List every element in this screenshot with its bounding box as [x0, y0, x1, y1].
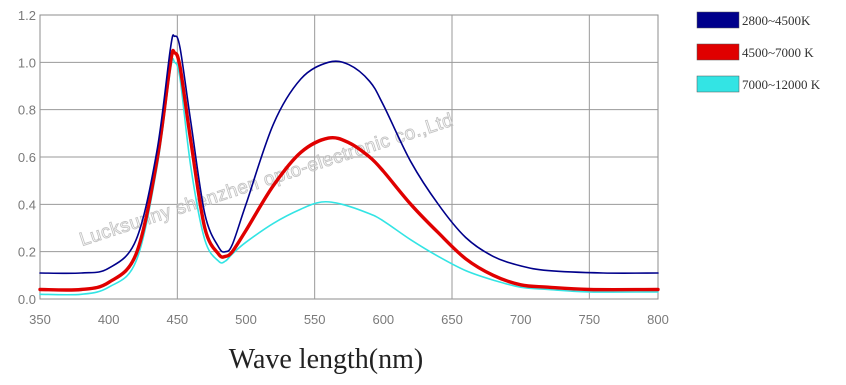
x-axis-label: Wave length(nm) — [229, 344, 423, 375]
x-tick-label: 800 — [647, 312, 669, 327]
x-tick-label: 750 — [578, 312, 600, 327]
y-tick-label: 0.4 — [18, 197, 36, 212]
x-tick-labels: 350 400 450 500 550 600 650 700 750 800 — [29, 312, 669, 327]
series-line — [38, 48, 660, 292]
legend-swatch — [696, 43, 740, 61]
y-tick-label: 1.0 — [18, 55, 36, 70]
y-tick-label: 0.8 — [18, 103, 36, 118]
y-tick-label: 1.2 — [18, 8, 36, 23]
x-tick-label: 500 — [235, 312, 257, 327]
x-tick-label: 350 — [29, 312, 51, 327]
x-tick-label: 450 — [166, 312, 188, 327]
legend-label: 2800~4500K — [742, 13, 811, 28]
y-tick-label: 0.0 — [18, 292, 36, 307]
x-tick-label: 400 — [98, 312, 120, 327]
y-tick-label: 0.6 — [18, 150, 36, 165]
legend-label: 7000~12000 K — [742, 77, 821, 92]
grid-lines — [40, 15, 658, 299]
series-lines — [38, 34, 660, 296]
y-tick-label: 0.2 — [18, 245, 36, 260]
legend-label: 4500~7000 K — [742, 45, 814, 60]
x-tick-label: 650 — [441, 312, 463, 327]
y-tick-labels: 0.0 0.2 0.4 0.6 0.8 1.0 1.2 — [18, 8, 36, 307]
legend-swatch — [696, 11, 740, 29]
x-tick-label: 600 — [372, 312, 394, 327]
x-tick-label: 550 — [304, 312, 326, 327]
series-line — [39, 34, 659, 275]
legend: 2800~4500K 4500~7000 K 7000~12000 K — [696, 11, 821, 93]
legend-swatch — [696, 75, 740, 93]
x-tick-label: 700 — [510, 312, 532, 327]
